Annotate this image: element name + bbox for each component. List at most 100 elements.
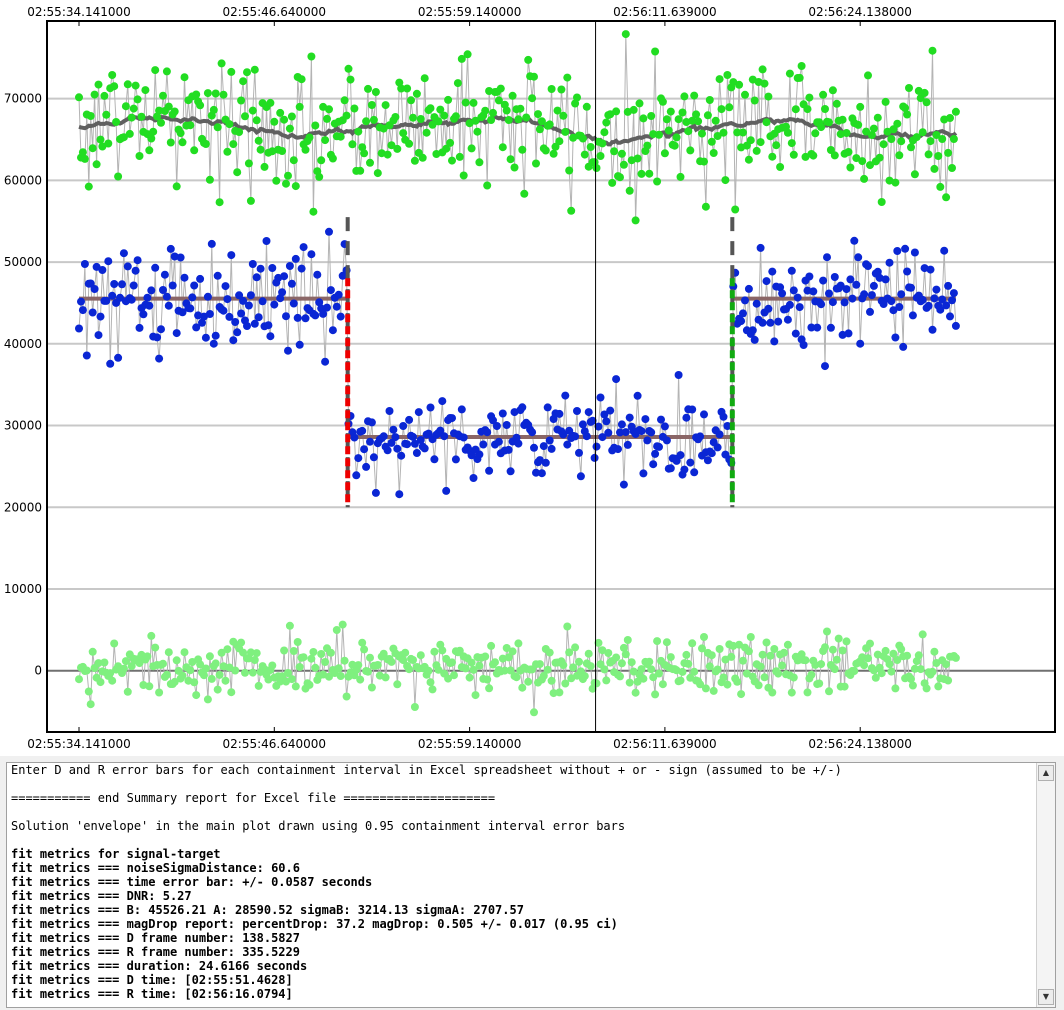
scroll-down-button[interactable]: ▼ [1038, 989, 1054, 1005]
comparison-point [867, 131, 876, 139]
comparison-point [534, 110, 542, 119]
log-line: Solution 'envelope' in the main plot dra… [11, 819, 626, 833]
comparison-point [600, 128, 609, 137]
comparison-point [866, 161, 874, 170]
target-point [891, 333, 900, 342]
comparison-point [215, 198, 224, 207]
target-point [389, 425, 398, 434]
difference-point [84, 687, 93, 696]
target-point [504, 445, 513, 454]
comparison-point [522, 113, 531, 122]
target-point [266, 332, 275, 341]
log-line [11, 805, 1033, 819]
difference-point [893, 656, 902, 664]
comparison-point [151, 66, 160, 75]
difference-point [502, 644, 511, 652]
comparison-point [629, 105, 638, 114]
log-text-area[interactable]: Enter D and R error bars for each contai… [11, 763, 1033, 1007]
target-point [297, 264, 306, 273]
target-point [703, 456, 712, 465]
target-point [280, 272, 289, 281]
difference-point [866, 639, 874, 648]
target-point [256, 264, 265, 273]
target-point [910, 248, 919, 257]
target-point [243, 322, 251, 330]
difference-point [744, 647, 753, 656]
comparison-point [918, 128, 927, 137]
comparison-point [102, 110, 111, 119]
target-point [321, 357, 330, 366]
comparison-point [686, 146, 695, 155]
comparison-point [211, 89, 220, 98]
target-point [289, 299, 298, 308]
target-point [541, 458, 550, 467]
comparison-point [694, 117, 703, 126]
target-point [750, 335, 759, 344]
scroll-up-button[interactable]: ▲ [1038, 765, 1054, 781]
difference-point [426, 678, 435, 687]
comparison-point [746, 136, 755, 145]
comparison-point [483, 181, 492, 190]
comparison-point [891, 178, 900, 187]
comparison-point [416, 115, 425, 123]
comparison-point [508, 91, 517, 100]
target-point [448, 414, 456, 423]
light-curve-svg[interactable]: 02:55:34.141000 02:55:46.640000 02:55:59.1… [0, 0, 1064, 756]
comparison-point [545, 120, 554, 129]
comparison-point [110, 82, 119, 91]
difference-point [535, 660, 544, 669]
target-point [469, 474, 478, 482]
comparison-point [467, 144, 476, 153]
bottom-x-tick-label: 02:56:24.138000 [808, 737, 912, 751]
difference-point [178, 671, 187, 680]
comparison-point [489, 108, 497, 117]
comparison-point [502, 106, 511, 115]
difference-point [373, 661, 382, 669]
comparison-point [783, 128, 792, 137]
log-scrollbar[interactable]: ▲ ▼ [1036, 763, 1055, 1007]
difference-point [215, 670, 224, 679]
difference-point [354, 661, 363, 670]
comparison-point [516, 104, 525, 113]
comparison-point [354, 127, 363, 136]
comparison-point [612, 107, 621, 116]
target-point [114, 353, 123, 362]
comparison-point [949, 135, 958, 143]
target-point [649, 460, 658, 469]
target-point [573, 407, 581, 415]
scroll-thumb[interactable] [1039, 785, 1053, 981]
comparison-point [159, 91, 167, 100]
comparison-point [617, 149, 626, 158]
comparison-point [752, 146, 761, 155]
bottom-axis-ticks: 02:55:34.141000 02:55:46.640000 02:55:59.1… [27, 727, 912, 751]
target-point [688, 405, 697, 414]
target-point [787, 266, 796, 275]
target-point [160, 270, 169, 279]
target-point [612, 375, 621, 384]
comparison-point [776, 163, 785, 171]
comparison-point [145, 146, 154, 155]
comparison-point [838, 115, 847, 124]
light-curve-plot[interactable]: 02:55:34.141000 02:55:46.640000 02:55:59.1… [0, 0, 1064, 756]
difference-point [119, 664, 128, 673]
comparison-point [553, 106, 562, 115]
difference-point [268, 661, 277, 670]
difference-point [254, 681, 263, 690]
difference-point [707, 651, 716, 660]
comparison-point [830, 151, 839, 160]
difference-point [367, 683, 376, 692]
difference-point [491, 658, 499, 667]
difference-point [600, 665, 609, 674]
log-panel[interactable]: Enter D and R error bars for each contai… [6, 762, 1056, 1008]
difference-point [612, 653, 621, 662]
target-point [666, 464, 675, 473]
log-line: fit metrics === magDrop report: percentD… [11, 917, 618, 931]
y-tick-label: 60000 [4, 173, 42, 187]
target-point [131, 266, 140, 275]
target-point [262, 237, 271, 245]
comparison-point [547, 85, 556, 93]
target-point [170, 252, 179, 261]
comparison-point [690, 91, 699, 100]
target-point [168, 281, 177, 290]
target-point [719, 412, 728, 421]
